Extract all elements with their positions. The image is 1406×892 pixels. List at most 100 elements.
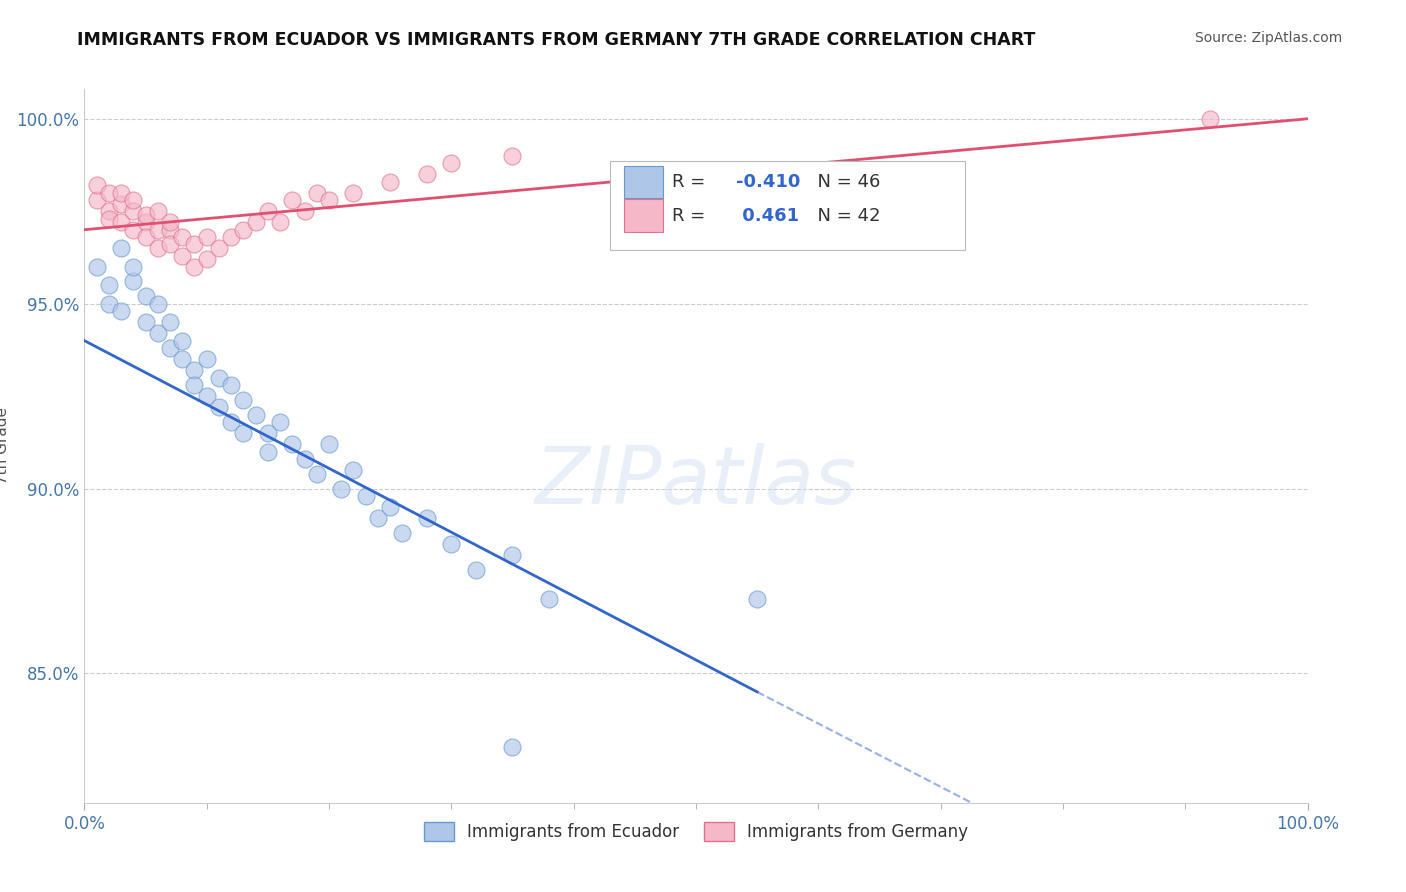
Point <box>159 215 181 229</box>
Point <box>195 389 218 403</box>
Legend: Immigrants from Ecuador, Immigrants from Germany: Immigrants from Ecuador, Immigrants from… <box>418 815 974 848</box>
Point <box>294 452 316 467</box>
Point <box>97 296 120 310</box>
Point <box>110 304 132 318</box>
Text: ZIPatlas: ZIPatlas <box>534 442 858 521</box>
Point <box>391 525 413 540</box>
Point <box>269 415 291 429</box>
Point <box>146 223 169 237</box>
Point <box>281 193 304 207</box>
Point <box>330 482 353 496</box>
Point <box>1198 112 1220 126</box>
Text: 0.461: 0.461 <box>737 207 800 225</box>
Point <box>269 215 291 229</box>
Point <box>135 315 157 329</box>
Point <box>208 370 231 384</box>
Point <box>159 223 181 237</box>
Text: -0.410: -0.410 <box>737 173 800 191</box>
Point <box>122 260 145 274</box>
Point <box>97 204 120 219</box>
Point <box>318 193 340 207</box>
Point <box>183 260 205 274</box>
Point <box>146 241 169 255</box>
Text: N = 42: N = 42 <box>806 207 880 225</box>
Point <box>219 378 242 392</box>
Point <box>380 175 402 189</box>
FancyBboxPatch shape <box>624 199 664 232</box>
Point <box>110 241 132 255</box>
Point <box>122 193 145 207</box>
Point <box>281 437 304 451</box>
Point <box>135 289 157 303</box>
Point <box>97 211 120 226</box>
Point <box>232 223 254 237</box>
Point <box>183 378 205 392</box>
Point <box>416 511 439 525</box>
Point <box>208 241 231 255</box>
Y-axis label: 7th Grade: 7th Grade <box>0 408 10 484</box>
Point <box>232 425 254 440</box>
Text: N = 46: N = 46 <box>806 173 880 191</box>
Text: R =: R = <box>672 173 710 191</box>
Point <box>172 249 194 263</box>
Point <box>257 425 280 440</box>
Point <box>294 204 316 219</box>
Point <box>172 334 194 348</box>
Point <box>135 215 157 229</box>
Point <box>367 511 389 525</box>
FancyBboxPatch shape <box>610 161 965 250</box>
Point <box>464 563 486 577</box>
Point <box>354 489 377 503</box>
Point <box>110 186 132 200</box>
Point <box>159 315 181 329</box>
Point <box>440 156 463 170</box>
Point <box>305 186 328 200</box>
Point <box>538 592 561 607</box>
Point <box>342 463 364 477</box>
Point <box>232 392 254 407</box>
Point <box>219 415 242 429</box>
Point <box>135 208 157 222</box>
Point <box>257 444 280 458</box>
Point <box>146 204 169 219</box>
Point <box>122 204 145 219</box>
Point <box>380 500 402 514</box>
Point <box>416 167 439 181</box>
FancyBboxPatch shape <box>624 166 664 198</box>
Point <box>159 237 181 252</box>
Point <box>86 178 108 193</box>
Point <box>245 408 267 422</box>
Point <box>122 223 145 237</box>
Point <box>172 352 194 367</box>
Point <box>318 437 340 451</box>
Point <box>747 592 769 607</box>
Point <box>97 278 120 293</box>
Point <box>502 548 524 562</box>
Point <box>305 467 328 481</box>
Point <box>86 193 108 207</box>
Point <box>172 230 194 244</box>
Point <box>245 215 267 229</box>
Point <box>146 296 169 310</box>
Point <box>342 186 364 200</box>
Point <box>159 341 181 355</box>
Point <box>257 204 280 219</box>
Point <box>110 215 132 229</box>
Text: R =: R = <box>672 207 710 225</box>
Point <box>183 237 205 252</box>
Point <box>110 196 132 211</box>
Point <box>219 230 242 244</box>
Point <box>183 363 205 377</box>
Point <box>135 230 157 244</box>
Point <box>97 186 120 200</box>
Point <box>122 275 145 289</box>
Point <box>502 740 524 755</box>
Point <box>208 400 231 414</box>
Point <box>195 230 218 244</box>
Point <box>440 537 463 551</box>
Point <box>502 149 524 163</box>
Text: Source: ZipAtlas.com: Source: ZipAtlas.com <box>1195 31 1343 45</box>
Point <box>146 326 169 341</box>
Point <box>86 260 108 274</box>
Text: IMMIGRANTS FROM ECUADOR VS IMMIGRANTS FROM GERMANY 7TH GRADE CORRELATION CHART: IMMIGRANTS FROM ECUADOR VS IMMIGRANTS FR… <box>77 31 1036 49</box>
